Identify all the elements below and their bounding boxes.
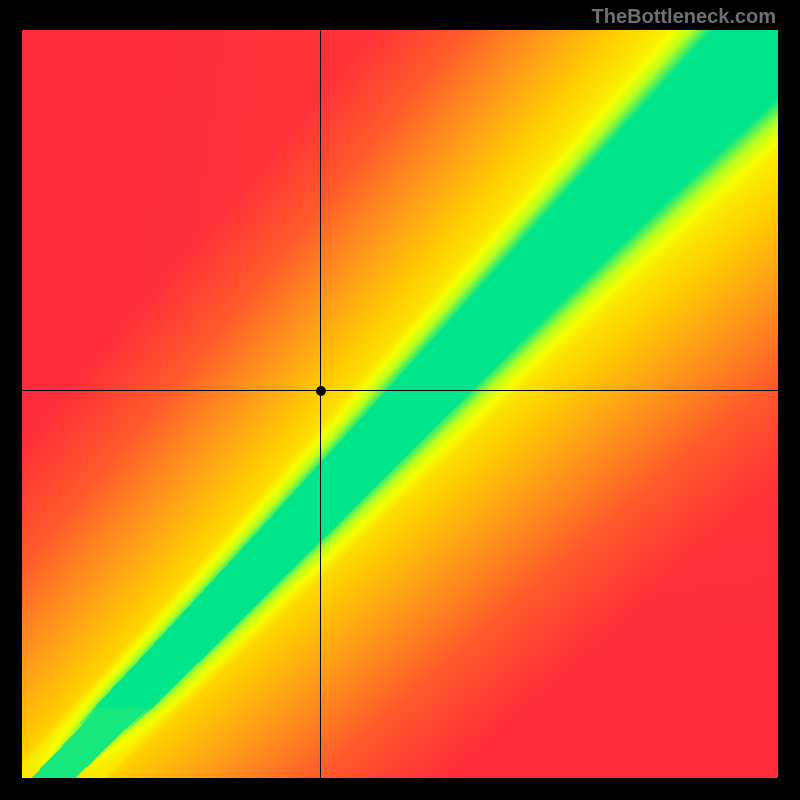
heatmap-canvas	[22, 30, 778, 778]
heatmap-plot-area	[22, 30, 778, 778]
watermark-text: TheBottleneck.com	[592, 6, 776, 29]
crosshair-vertical	[320, 30, 321, 778]
crosshair-marker-dot	[316, 386, 326, 396]
crosshair-horizontal	[22, 390, 778, 391]
chart-container: TheBottleneck.com	[0, 0, 800, 800]
